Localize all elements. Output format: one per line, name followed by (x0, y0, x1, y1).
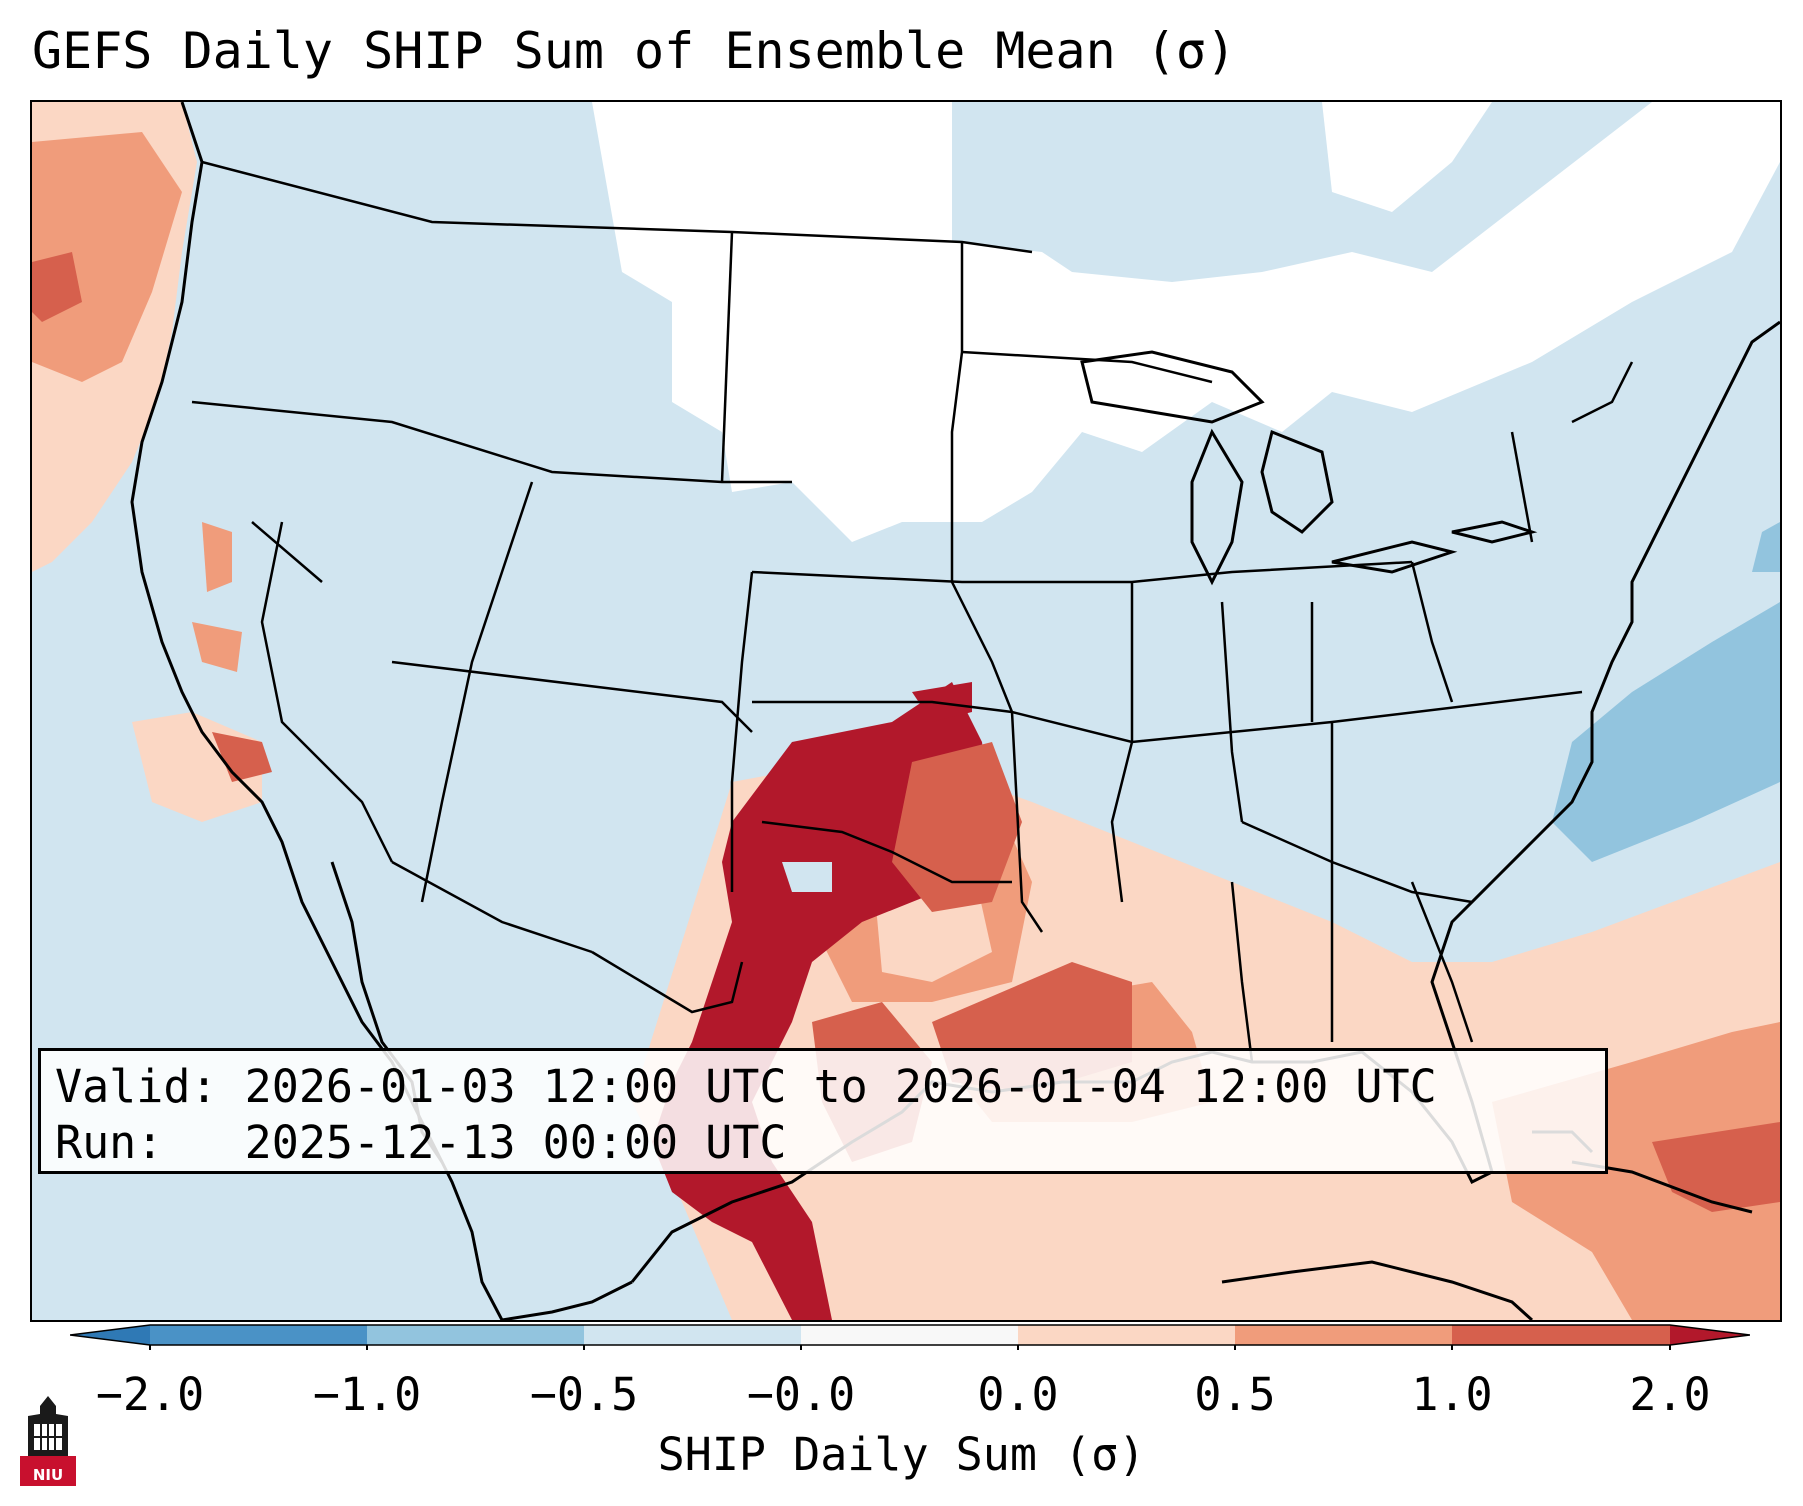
colorbar-tick-label: −0.5 (529, 1368, 639, 1421)
colorbar-tick-label: −1.0 (312, 1368, 422, 1421)
colorbar-tick-label: −0.0 (746, 1368, 856, 1421)
colorbar-extend-low (70, 1325, 150, 1345)
colorbar-segment (1235, 1325, 1452, 1345)
colorbar-segment (1018, 1325, 1235, 1345)
colorbar-tick-label: 1.0 (1411, 1368, 1493, 1421)
state-borders (191, 160, 1634, 1063)
colorbar-segment (1452, 1325, 1670, 1345)
atlantic-negative-anomaly (1552, 522, 1780, 862)
pacific-coast-positive-anomaly (32, 102, 272, 822)
colorbar-ticks (149, 1345, 1671, 1350)
valid-time-text: Valid: 2026-01-03 12:00 UTC to 2026-01-0… (55, 1060, 1437, 1113)
neutral-anomaly-region (592, 102, 1780, 542)
colorbar-tick-label: −2.0 (95, 1368, 205, 1421)
colorbar-segment (150, 1325, 367, 1345)
run-time-text: Run: 2025-12-13 00:00 UTC (55, 1116, 787, 1169)
colorbar-extend-high (1670, 1325, 1750, 1345)
map-title: GEFS Daily SHIP Sum of Ensemble Mean (σ) (32, 22, 1237, 80)
colorbar-segment (367, 1325, 584, 1345)
niu-logo-text: NIU (32, 1466, 64, 1484)
colorbar-label: SHIP Daily Sum (σ) (657, 1428, 1146, 1481)
colorbar-tick-label: 0.0 (977, 1368, 1059, 1421)
colorbar-tick-label: 0.5 (1194, 1368, 1276, 1421)
colorbar-segment (584, 1325, 801, 1345)
great-lakes (1080, 350, 1538, 586)
niu-logo (20, 1396, 76, 1486)
colorbar (70, 1324, 1750, 1350)
colorbar-tick-label: 2.0 (1629, 1368, 1711, 1421)
info-box: Valid: 2026-01-03 12:00 UTC to 2026-01-0… (38, 1048, 1608, 1174)
colorbar-segment (801, 1325, 1018, 1345)
